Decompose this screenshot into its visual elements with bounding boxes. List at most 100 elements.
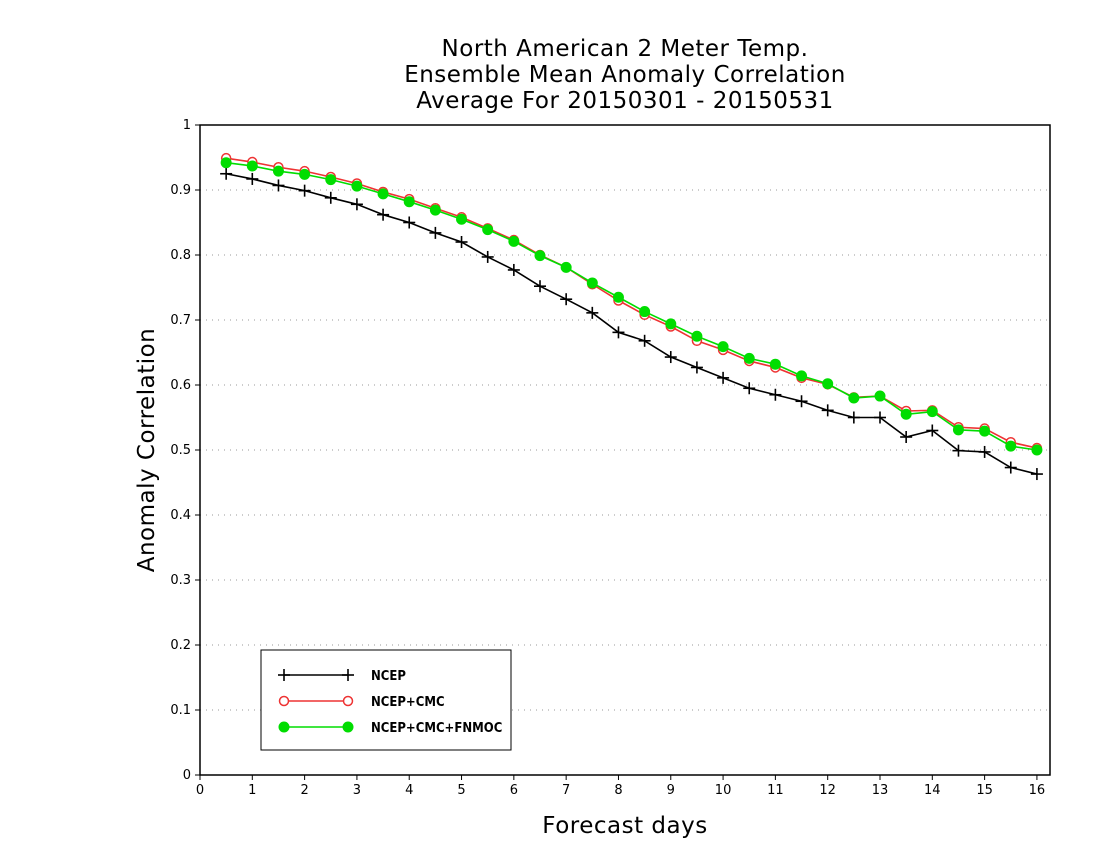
y-tick-label: 1 bbox=[183, 118, 191, 133]
x-tick-label: 0 bbox=[196, 783, 204, 798]
y-tick-label: 0.2 bbox=[170, 638, 191, 653]
data-point-ncep bbox=[978, 445, 991, 458]
legend-box bbox=[260, 649, 512, 751]
data-point-ncep-plus-cmc-plus-fnmoc bbox=[822, 378, 834, 390]
grid-lines bbox=[200, 189, 1050, 711]
y-tick-label: 0.7 bbox=[170, 313, 191, 328]
data-point-ncep bbox=[560, 293, 573, 306]
data-point-ncep-plus-cmc-plus-fnmoc bbox=[717, 341, 729, 353]
x-tick-label: 2 bbox=[300, 783, 308, 798]
data-point-ncep-plus-cmc-plus-fnmoc bbox=[482, 224, 494, 236]
data-point-ncep bbox=[847, 411, 860, 424]
data-point-ncep-plus-cmc-plus-fnmoc bbox=[560, 261, 572, 273]
x-tick-label: 14 bbox=[924, 783, 941, 798]
data-point-ncep bbox=[272, 179, 285, 192]
data-point-ncep bbox=[1004, 461, 1017, 474]
data-point-ncep bbox=[952, 444, 965, 457]
data-point-ncep-plus-cmc-plus-fnmoc bbox=[1005, 440, 1017, 452]
series-ncep-plus-cmc-plus-fnmoc bbox=[220, 157, 1043, 456]
y-tick-label: 0.8 bbox=[170, 248, 191, 263]
data-point-ncep-plus-cmc-plus-fnmoc bbox=[534, 250, 546, 262]
data-point-ncep bbox=[900, 431, 913, 443]
legend-marker bbox=[342, 721, 354, 733]
data-point-ncep bbox=[455, 236, 468, 248]
data-point-ncep-plus-cmc-plus-fnmoc bbox=[874, 390, 886, 402]
data-point-ncep-plus-cmc-plus-fnmoc bbox=[848, 392, 860, 404]
data-point-ncep-plus-cmc-plus-fnmoc bbox=[926, 406, 938, 418]
data-point-ncep-plus-cmc-plus-fnmoc bbox=[665, 318, 677, 330]
data-point-ncep bbox=[638, 334, 651, 347]
x-tick-label: 6 bbox=[510, 783, 518, 798]
legend-marker bbox=[342, 695, 354, 707]
legend-label: NCEP+CMC+FNMOC bbox=[371, 721, 502, 736]
legend-marker bbox=[278, 695, 290, 707]
chart-legend: NCEP NCEP+CMC NCEP+CMC+FNMOC bbox=[260, 649, 512, 751]
data-point-ncep bbox=[377, 208, 390, 221]
series-ncep bbox=[220, 167, 1043, 481]
y-tick-label: 0.5 bbox=[170, 443, 191, 458]
legend-item-ncep-plus-cmc: NCEP+CMC bbox=[278, 695, 445, 710]
x-tick-label: 8 bbox=[614, 783, 622, 798]
data-point-ncep-plus-cmc-plus-fnmoc bbox=[403, 196, 415, 208]
data-point-ncep bbox=[429, 226, 442, 239]
data-point-ncep bbox=[586, 306, 599, 319]
x-tick-label: 13 bbox=[872, 783, 889, 798]
data-point-ncep-plus-cmc-plus-fnmoc bbox=[299, 168, 311, 180]
series-line-ncep bbox=[225, 172, 1038, 475]
series-ncep-plus-cmc bbox=[220, 152, 1043, 454]
data-point-ncep-plus-cmc-plus-fnmoc bbox=[456, 213, 468, 225]
data-point-ncep-plus-cmc-plus-fnmoc bbox=[586, 277, 598, 289]
legend-marker bbox=[278, 669, 290, 681]
data-point-ncep-plus-cmc-plus-fnmoc bbox=[1031, 444, 1043, 456]
data-point-ncep bbox=[246, 172, 259, 185]
y-tick-label: 0.4 bbox=[170, 508, 191, 523]
x-axis-title: Forecast days bbox=[542, 813, 707, 839]
data-point-ncep bbox=[350, 198, 363, 211]
data-point-ncep bbox=[690, 361, 703, 374]
data-point-ncep-plus-cmc-plus-fnmoc bbox=[691, 330, 703, 342]
data-point-ncep bbox=[403, 216, 416, 229]
data-point-ncep bbox=[717, 371, 730, 384]
data-point-ncep bbox=[481, 250, 494, 263]
x-tick-label: 12 bbox=[819, 783, 836, 798]
x-tick-label: 1 bbox=[248, 783, 256, 798]
series-lines bbox=[220, 152, 1043, 481]
data-point-ncep bbox=[298, 184, 311, 197]
data-point-ncep-plus-cmc-plus-fnmoc bbox=[246, 160, 258, 172]
legend-item-ncep: NCEP bbox=[278, 669, 406, 684]
y-tick-label: 0.3 bbox=[170, 573, 191, 588]
data-point-ncep-plus-cmc-plus-fnmoc bbox=[220, 157, 232, 169]
data-point-ncep bbox=[612, 326, 625, 339]
data-point-ncep-plus-cmc-plus-fnmoc bbox=[377, 188, 389, 200]
data-point-ncep-plus-cmc-plus-fnmoc bbox=[351, 180, 363, 192]
x-tick-label: 10 bbox=[715, 783, 732, 798]
legend-label: NCEP bbox=[371, 669, 406, 684]
chart-title: North American 2 Meter Temp. Ensemble Me… bbox=[200, 36, 1050, 114]
data-point-ncep-plus-cmc-plus-fnmoc bbox=[429, 204, 441, 216]
data-point-ncep bbox=[324, 191, 337, 204]
data-point-ncep-plus-cmc-plus-fnmoc bbox=[508, 235, 520, 247]
data-point-ncep bbox=[743, 382, 756, 395]
data-point-ncep-plus-cmc-plus-fnmoc bbox=[743, 352, 755, 364]
x-tick-label: 3 bbox=[353, 783, 361, 798]
legend-marker bbox=[278, 721, 290, 733]
data-point-ncep bbox=[220, 167, 233, 180]
data-point-ncep bbox=[534, 280, 546, 293]
data-point-ncep-plus-cmc-plus-fnmoc bbox=[952, 424, 964, 436]
data-point-ncep-plus-cmc-plus-fnmoc bbox=[769, 358, 781, 370]
y-tick-label: 0.9 bbox=[170, 183, 191, 198]
data-point-ncep bbox=[821, 404, 834, 417]
data-point-ncep-plus-cmc-plus-fnmoc bbox=[639, 306, 651, 318]
data-point-ncep bbox=[507, 263, 520, 276]
data-point-ncep bbox=[795, 395, 808, 408]
data-point-ncep bbox=[1030, 468, 1043, 481]
x-tick-label: 7 bbox=[562, 783, 570, 798]
x-tick-label: 11 bbox=[767, 783, 784, 798]
data-point-ncep-plus-cmc-plus-fnmoc bbox=[900, 408, 912, 420]
chart-title-line-2: Ensemble Mean Anomaly Correlation bbox=[404, 62, 846, 88]
x-tick-label: 4 bbox=[405, 783, 413, 798]
legend-item-ncep-plus-cmc-plus-fnmoc: NCEP+CMC+FNMOC bbox=[278, 721, 502, 736]
y-tick-label: 0.1 bbox=[170, 703, 191, 718]
y-tick-label: 0.6 bbox=[170, 378, 191, 393]
